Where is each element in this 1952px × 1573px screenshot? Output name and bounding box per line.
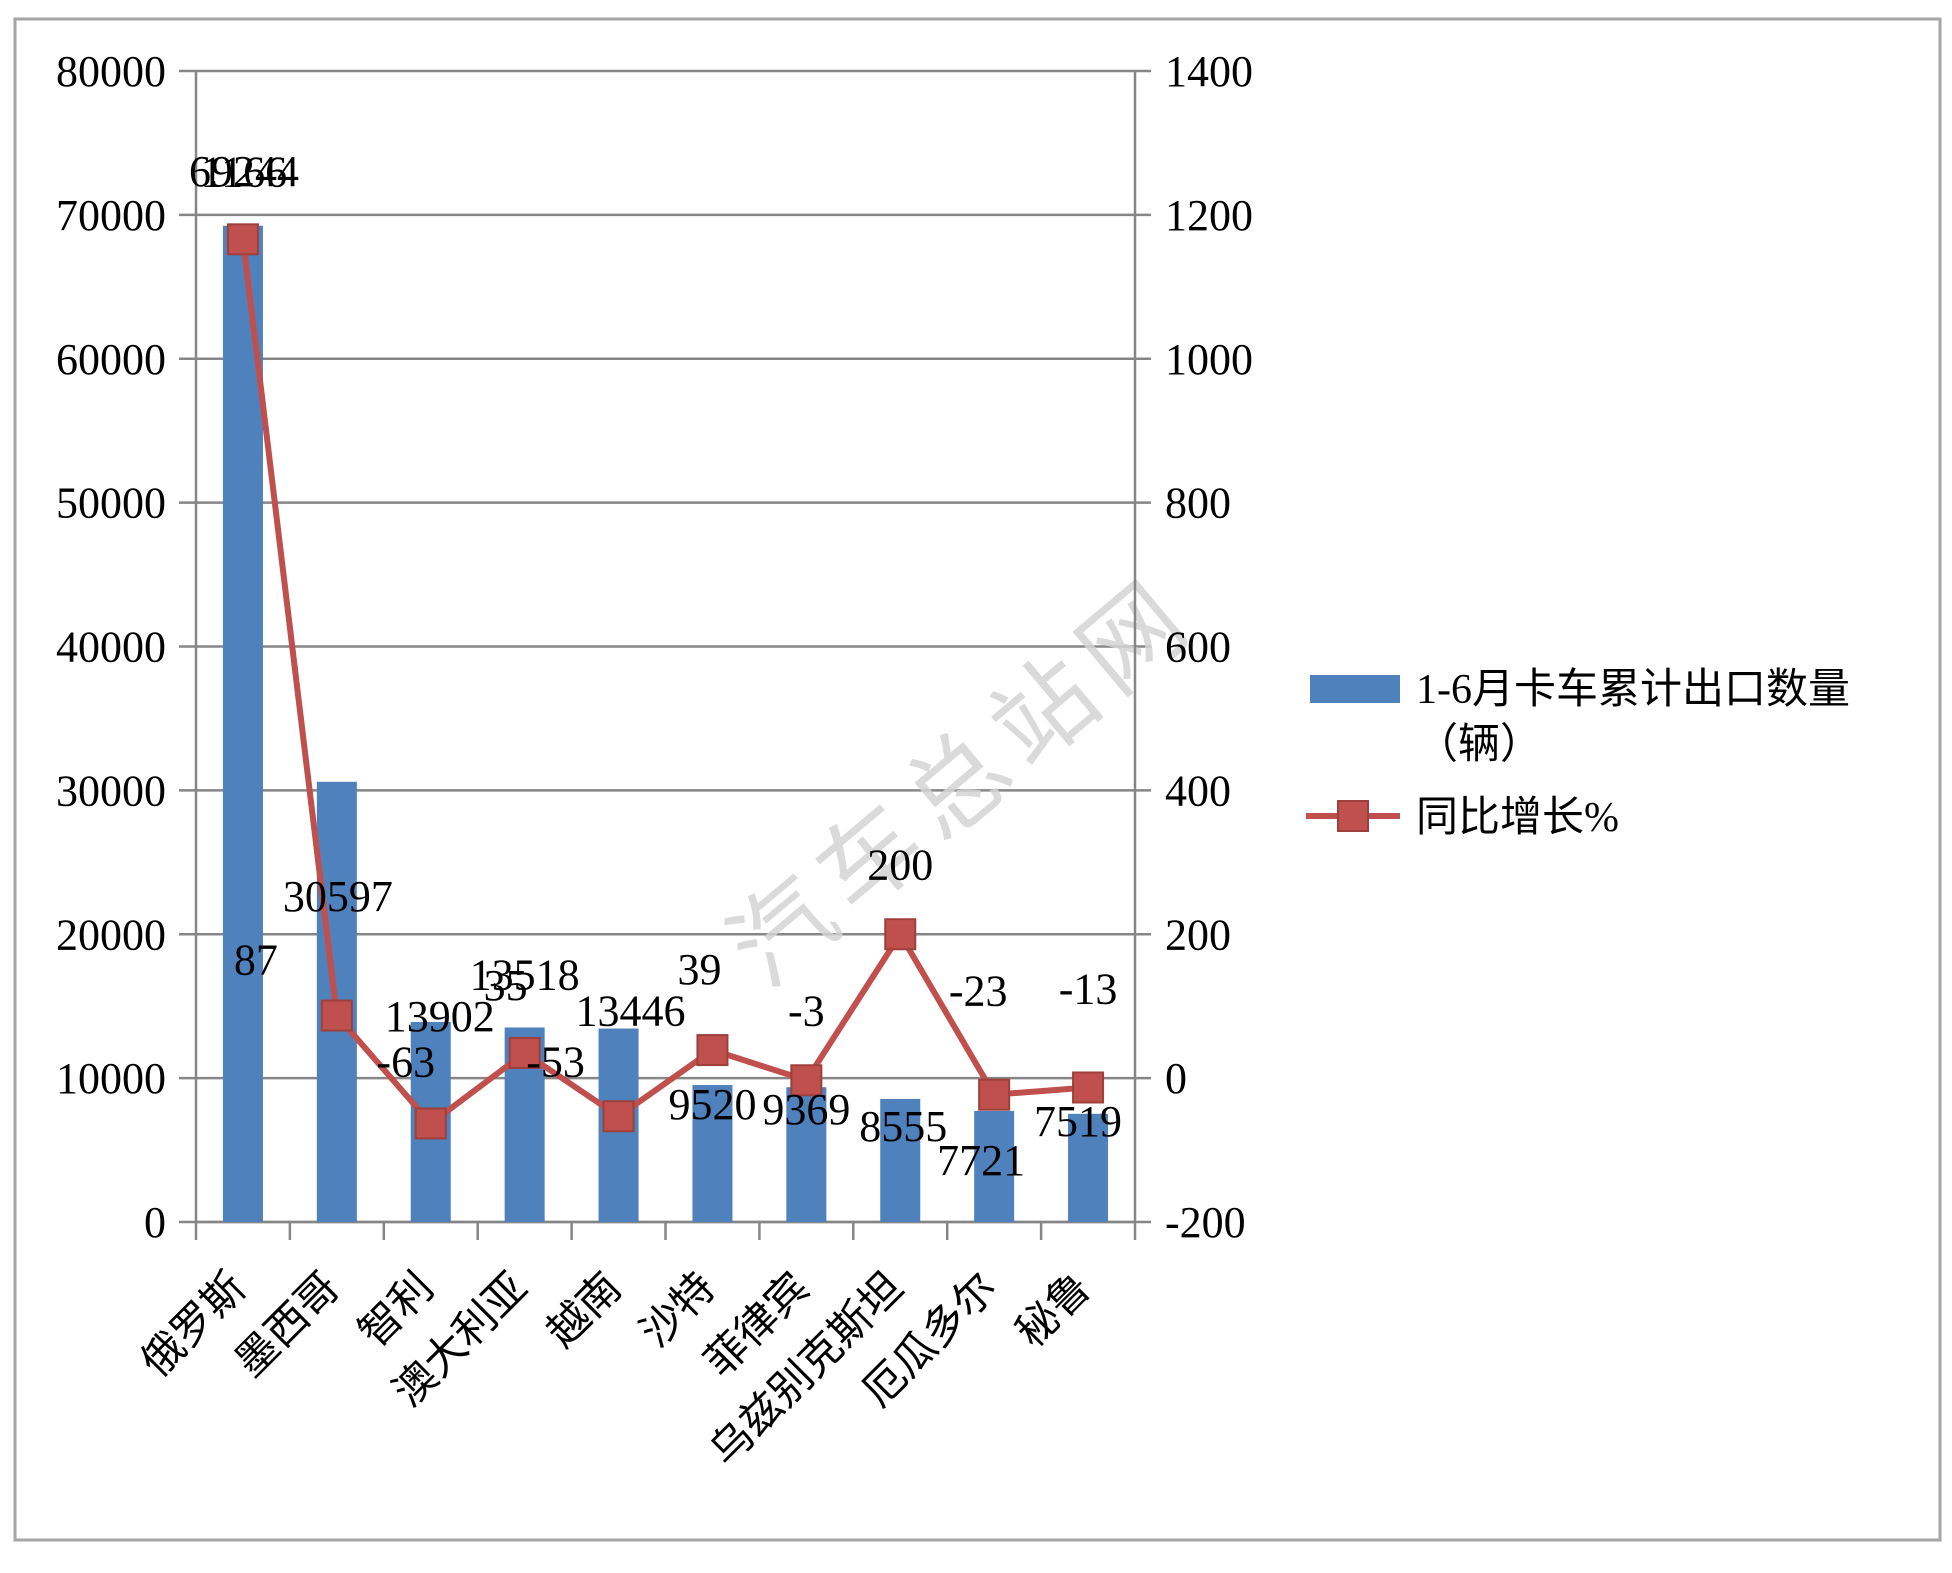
y-right-tick-label: 600 bbox=[1165, 623, 1231, 672]
y-left-tick-label: 50000 bbox=[56, 479, 166, 528]
y-left-tick-label: 70000 bbox=[56, 191, 166, 240]
bar-data-label: 13902 bbox=[385, 992, 495, 1041]
bar-data-label: 9520 bbox=[668, 1080, 756, 1129]
line-data-label: 200 bbox=[867, 840, 933, 889]
y-left-tick-label: 10000 bbox=[56, 1054, 166, 1103]
line-marker bbox=[790, 1064, 823, 1097]
bar bbox=[222, 225, 263, 1222]
line-marker bbox=[320, 999, 353, 1032]
bar-data-label: 13446 bbox=[576, 987, 686, 1036]
line-series bbox=[226, 223, 1105, 1140]
bar-data-label: 30597 bbox=[283, 872, 393, 921]
line-marker bbox=[978, 1078, 1011, 1111]
legend-line-marker bbox=[1337, 800, 1369, 832]
legend-bar-swatch bbox=[1310, 675, 1400, 703]
line-data-label: 39 bbox=[677, 945, 721, 994]
line-data-label: 1166 bbox=[201, 147, 287, 196]
y-left-tick-label: 30000 bbox=[56, 766, 166, 815]
y-left-tick-label: 60000 bbox=[56, 335, 166, 384]
line-marker bbox=[696, 1034, 729, 1067]
y-right-tick-label: 400 bbox=[1165, 766, 1231, 815]
bar bbox=[880, 1098, 921, 1222]
y-right-tick-label: 800 bbox=[1165, 479, 1231, 528]
bar-data-label: 13518 bbox=[470, 951, 580, 1000]
axis-tick-labels: 0100002000030000400005000060000700008000… bbox=[56, 47, 1253, 1247]
line-data-label: -13 bbox=[1059, 964, 1118, 1013]
y-right-tick-label: 1000 bbox=[1165, 335, 1253, 384]
line-data-label: -53 bbox=[526, 1037, 585, 1086]
bar-data-label: 8555 bbox=[859, 1102, 947, 1151]
line-marker bbox=[1072, 1071, 1105, 1104]
legend-line-label: 同比增长% bbox=[1416, 795, 1619, 841]
line-marker bbox=[226, 223, 259, 256]
y-left-tick-label: 80000 bbox=[56, 47, 166, 96]
bar bbox=[786, 1087, 827, 1222]
line-data-label: 87 bbox=[234, 936, 278, 985]
line-data-label: -23 bbox=[949, 967, 1008, 1016]
legend: 1-6月卡车累计出口数量（辆） 同比增长% bbox=[1306, 667, 1850, 841]
y-right-tick-label: 0 bbox=[1165, 1054, 1187, 1103]
y-left-tick-label: 0 bbox=[144, 1198, 166, 1247]
chart-border bbox=[13, 17, 1942, 1542]
series-line bbox=[239, 236, 1092, 1127]
line-data-label: -3 bbox=[788, 986, 825, 1035]
bar bbox=[974, 1110, 1015, 1222]
line-data-label: 35 bbox=[484, 961, 528, 1010]
y-right-tick-label: 1400 bbox=[1165, 47, 1253, 96]
line-marker bbox=[508, 1036, 541, 1069]
line-data-label: -63 bbox=[376, 1037, 435, 1086]
bar-data-label: 7519 bbox=[1034, 1097, 1122, 1146]
bar-data-label: 69244 bbox=[189, 147, 299, 196]
bar-data-label: 7721 bbox=[937, 1136, 1025, 1185]
bar bbox=[692, 1085, 733, 1222]
y-right-tick-label: 1200 bbox=[1165, 191, 1253, 240]
bar-data-label: 9369 bbox=[762, 1085, 850, 1134]
legend-bar-label: 1-6月卡车累计出口数量（辆） bbox=[1416, 667, 1850, 768]
axes bbox=[194, 71, 1137, 1240]
y-right-tick-label: 200 bbox=[1165, 910, 1231, 959]
line-marker bbox=[602, 1100, 635, 1133]
y-left-tick-label: 20000 bbox=[56, 910, 166, 959]
line-marker bbox=[414, 1107, 447, 1140]
line-marker bbox=[884, 918, 917, 951]
y-left-tick-label: 40000 bbox=[56, 623, 166, 672]
bar bbox=[1068, 1113, 1109, 1222]
y-right-tick-label: -200 bbox=[1165, 1198, 1246, 1247]
